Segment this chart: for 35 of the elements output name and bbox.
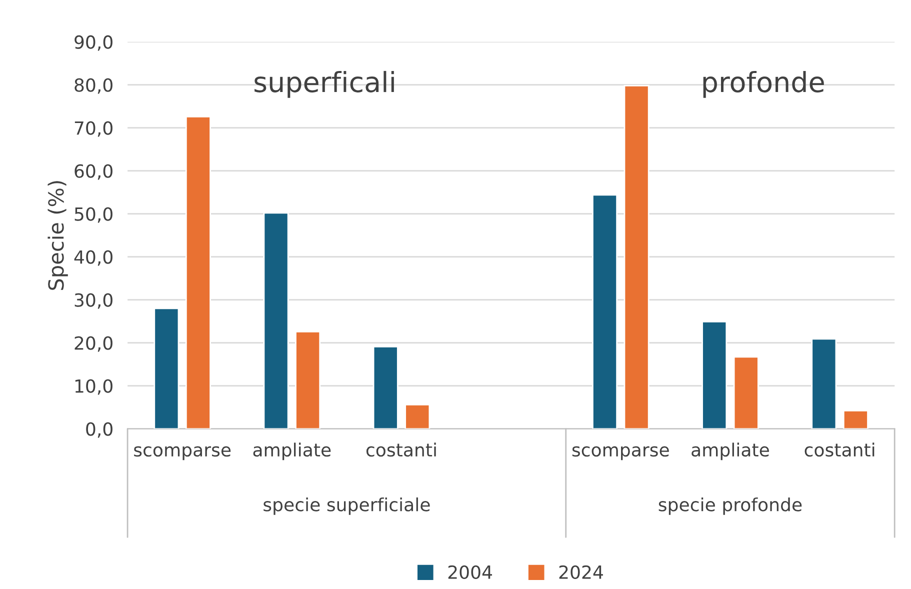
legend-label: 2004 [448, 565, 492, 579]
y-tick-label: 40,0 [74, 250, 112, 266]
bar [295, 330, 321, 429]
text: specie superficiale [264, 497, 430, 515]
bar [624, 84, 650, 429]
bar [733, 356, 759, 429]
bar [811, 338, 837, 429]
text: specie profonde [658, 497, 802, 515]
y-tick-label: 90,0 [74, 35, 112, 51]
annotation: profonde [703, 70, 824, 98]
bar [263, 212, 289, 429]
y-tick-label: 80,0 [74, 78, 112, 94]
y-tick-label: 70,0 [74, 121, 112, 137]
x-tick-label: scomparse [134, 446, 231, 460]
y-tick-label: 20,0 [74, 336, 112, 352]
y-tick-label: 50,0 [74, 207, 112, 223]
bar [404, 404, 430, 429]
annotation: superficali [254, 70, 394, 98]
x-tick-label: scomparse [572, 446, 669, 460]
y-tick-label: 10,0 [75, 379, 112, 395]
x-tick-label: costanti [804, 442, 874, 457]
legend-label: 2024 [559, 565, 603, 579]
bar [372, 346, 398, 429]
y-tick-label: 0,0 [86, 422, 112, 438]
bar [592, 194, 618, 429]
bar [154, 308, 180, 429]
x-tick-label: ampliate [253, 442, 331, 460]
x-tick-label: costanti [366, 442, 436, 457]
bar [185, 116, 211, 429]
y-tick-label: 60,0 [74, 164, 112, 180]
y-tick-label: 30,0 [74, 293, 112, 309]
y-axis-title: Specie (%) [48, 181, 68, 290]
bar [842, 410, 868, 429]
x-tick-label: ampliate [692, 442, 769, 460]
bar [702, 321, 728, 429]
